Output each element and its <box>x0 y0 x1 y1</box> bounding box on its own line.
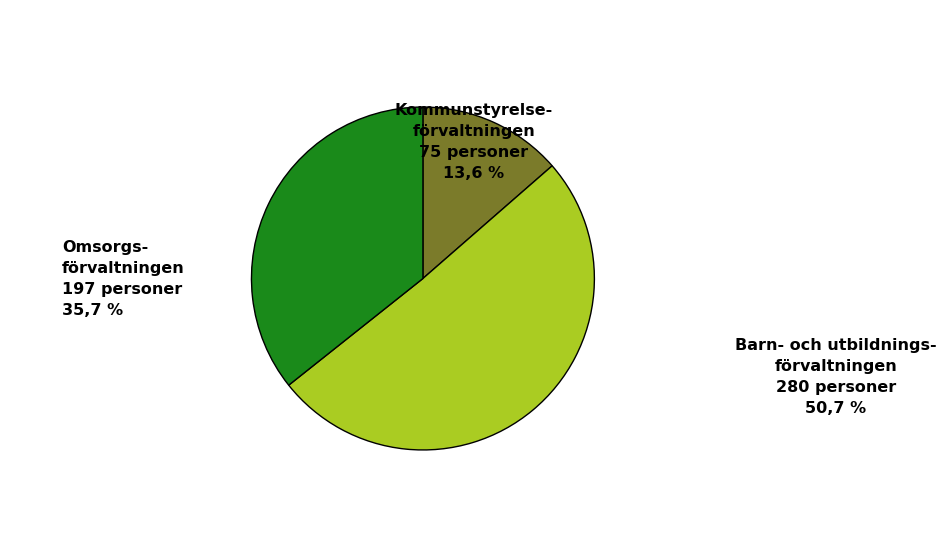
Wedge shape <box>423 107 551 278</box>
Text: Barn- och utbildnings-
förvaltningen
280 personer
50,7 %: Barn- och utbildnings- förvaltningen 280… <box>734 338 936 416</box>
Text: Omsorgs-
förvaltningen
197 personer
35,7 %: Omsorgs- förvaltningen 197 personer 35,7… <box>62 240 185 317</box>
Wedge shape <box>289 166 594 450</box>
Wedge shape <box>251 107 423 385</box>
Text: Kommunstyrelse-
förvaltningen
75 personer
13,6 %: Kommunstyrelse- förvaltningen 75 persone… <box>395 103 552 181</box>
